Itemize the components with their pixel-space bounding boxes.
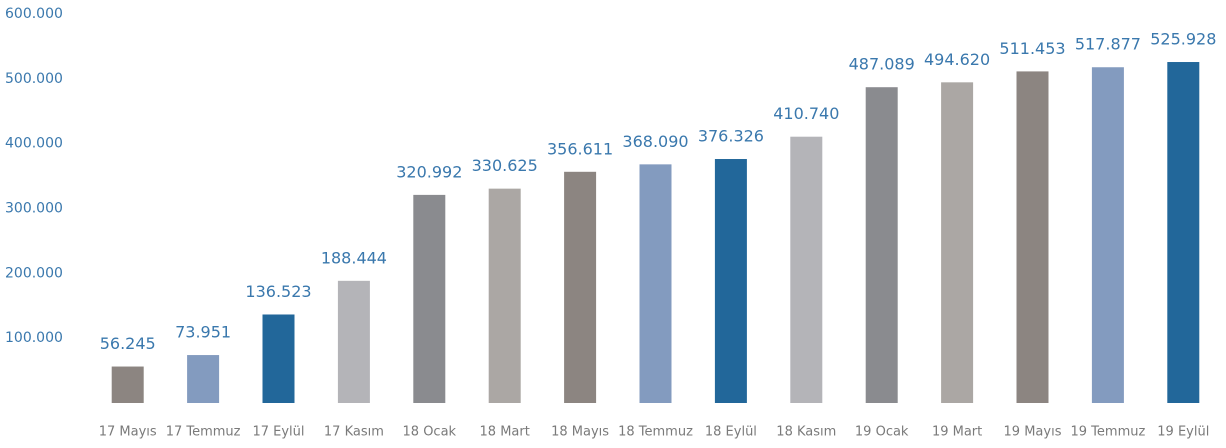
- x-tick-label: 17 Eylül: [252, 425, 304, 440]
- value-label: 320.992: [396, 162, 462, 181]
- x-tick-label: 19 Mayıs: [1004, 425, 1062, 440]
- bar: [488, 188, 521, 403]
- x-tick-label: 18 Ocak: [403, 425, 457, 440]
- y-tick-label: 500.000: [5, 71, 63, 87]
- value-label: 73.951: [175, 323, 231, 342]
- value-label: 330.625: [472, 156, 538, 175]
- value-label: 525.928: [1150, 30, 1216, 49]
- bar: [564, 171, 597, 403]
- value-label: 136.523: [245, 282, 311, 301]
- bar: [1167, 62, 1200, 403]
- x-tick-label: 17 Temmuz: [166, 425, 241, 440]
- bar: [413, 194, 446, 403]
- x-tick-label: 18 Mart: [480, 425, 530, 440]
- bar: [941, 82, 974, 404]
- x-tick-label: 17 Kasım: [324, 425, 384, 440]
- bar: [1016, 71, 1049, 404]
- value-label: 494.620: [924, 50, 990, 69]
- value-label: 487.089: [849, 55, 915, 74]
- x-tick-label: 18 Temmuz: [618, 425, 693, 440]
- y-tick-label: 300.000: [5, 201, 63, 217]
- x-tick-label: 19 Temmuz: [1071, 425, 1146, 440]
- bar: [111, 366, 144, 403]
- y-tick-label: 600.000: [5, 6, 63, 22]
- x-tick-label: 18 Eylül: [705, 425, 757, 440]
- x-tick-label: 18 Kasım: [776, 425, 836, 440]
- x-tick-label: 19 Mart: [932, 425, 982, 440]
- value-label: 56.245: [100, 334, 156, 353]
- x-tick-label: 18 Mayıs: [551, 425, 609, 440]
- bar: [865, 87, 898, 403]
- y-tick-label: 100.000: [5, 330, 63, 346]
- x-tick-label: 19 Eylül: [1157, 425, 1209, 440]
- value-label: 517.877: [1075, 35, 1141, 54]
- bar: [262, 314, 295, 403]
- value-label: 356.611: [547, 139, 613, 158]
- value-label: 188.444: [321, 248, 387, 267]
- y-tick-label: 200.000: [5, 265, 63, 281]
- value-label: 511.453: [999, 39, 1065, 58]
- x-tick-label: 17 Mayıs: [99, 425, 157, 440]
- bar: [714, 159, 747, 403]
- bar: [1091, 67, 1124, 404]
- bar: [337, 280, 370, 403]
- bar: [187, 355, 220, 403]
- x-tick-label: 19 Ocak: [855, 425, 909, 440]
- bar: [639, 164, 672, 403]
- value-label: 376.326: [698, 127, 764, 146]
- bar: [790, 136, 823, 404]
- value-label: 410.740: [773, 104, 839, 123]
- y-tick-label: 400.000: [5, 136, 63, 152]
- value-label: 368.090: [622, 132, 688, 151]
